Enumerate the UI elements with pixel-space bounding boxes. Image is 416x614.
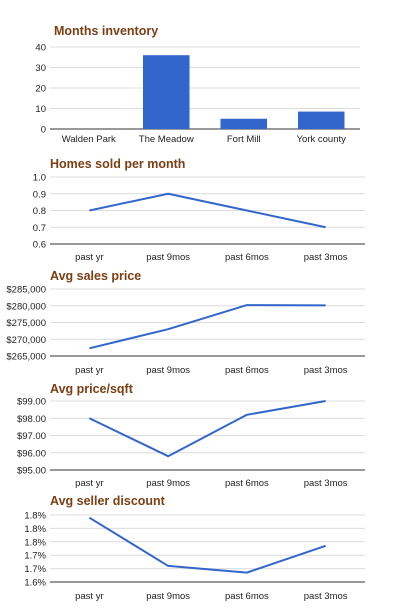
chart-title: Months inventory bbox=[54, 24, 159, 38]
y-tick-label: $96.00 bbox=[17, 448, 46, 459]
x-tick-label: past 3mos bbox=[304, 591, 348, 602]
x-tick-label: Walden Park bbox=[62, 134, 116, 145]
series-line bbox=[89, 304, 326, 350]
chart-title: Avg seller discount bbox=[50, 494, 165, 508]
y-tick-label: 10 bbox=[35, 104, 46, 115]
y-tick-label: $270,000 bbox=[6, 335, 46, 346]
x-tick-label: past 9mos bbox=[146, 252, 190, 263]
y-tick-label: 1.8% bbox=[24, 537, 46, 548]
chart-title: Homes sold per month bbox=[50, 157, 186, 171]
x-tick-label: past yr bbox=[75, 365, 104, 376]
y-tick-label: 40 bbox=[35, 43, 46, 54]
x-tick-label: past 6mos bbox=[225, 591, 269, 602]
y-tick-label: 1.7% bbox=[24, 551, 46, 562]
series-line bbox=[88, 516, 326, 574]
x-tick-label: past 3mos bbox=[304, 252, 348, 263]
y-tick-label: $285,000 bbox=[6, 285, 46, 296]
y-tick-label: $275,000 bbox=[6, 318, 46, 329]
chart-2: 0.6 0.7 0.8 0.9 1.0 past yr past 9mos past 6mos… bbox=[33, 173, 365, 263]
y-tick-label: $95.00 bbox=[17, 466, 46, 477]
y-tick-label: $280,000 bbox=[6, 301, 46, 312]
y-tick-label: 1.8% bbox=[24, 524, 46, 535]
series-line bbox=[89, 192, 326, 229]
y-tick-label: 0.6 bbox=[33, 240, 46, 251]
x-tick-label: past 9mos bbox=[146, 591, 190, 602]
bar-fort-mill bbox=[220, 118, 267, 129]
chart-4: $95.00 $96.00 $97.00 $98.00 $99.00 past yr pas… bbox=[17, 397, 365, 489]
series-line bbox=[88, 400, 326, 458]
y-tick-label: $265,000 bbox=[6, 352, 46, 363]
y-tick-label: 0.7 bbox=[33, 223, 46, 234]
x-tick-label: past 3mos bbox=[304, 365, 348, 376]
x-tick-label: past 9mos bbox=[146, 478, 190, 489]
x-tick-label: past 6mos bbox=[225, 478, 269, 489]
x-tick-label: past yr bbox=[75, 478, 104, 489]
x-tick-label: past yr bbox=[75, 591, 104, 602]
y-tick-label: 30 bbox=[35, 63, 46, 74]
x-tick-label: The Meadow bbox=[139, 134, 194, 145]
y-tick-label: 20 bbox=[35, 84, 46, 95]
y-tick-label: 0.8 bbox=[33, 206, 46, 217]
y-tick-label: 1.0 bbox=[33, 173, 46, 184]
x-tick-label: Fort Mill bbox=[227, 134, 261, 145]
x-tick-label: past 3mos bbox=[304, 478, 348, 489]
chart-5: 1.6% 1.7% 1.7% 1.8% 1.8% 1.8% past yr past 9mos… bbox=[24, 511, 365, 602]
chart-title: Avg sales price bbox=[50, 269, 142, 283]
x-tick-label: York county bbox=[297, 134, 347, 145]
y-tick-label: 1.8% bbox=[24, 511, 46, 522]
chart-3: $265,000 $270,000 $275,000 $280,000 $285,000… bbox=[6, 285, 365, 376]
bar-york-county bbox=[298, 111, 345, 129]
y-tick-label: $98.00 bbox=[17, 414, 46, 425]
y-tick-label: 0.9 bbox=[33, 189, 46, 200]
chart-1: 0 10 20 30 40 Walden Park The Meadow Fort Mill Y… bbox=[35, 43, 360, 145]
y-tick-label: 1.7% bbox=[24, 564, 46, 575]
chart-title: Avg price/sqft bbox=[50, 382, 133, 396]
x-tick-label: past 6mos bbox=[225, 365, 269, 376]
y-tick-label: $99.00 bbox=[17, 397, 46, 408]
x-tick-label: past yr bbox=[75, 252, 104, 263]
bar-the-meadow bbox=[143, 55, 190, 130]
x-tick-label: past 6mos bbox=[225, 252, 269, 263]
y-tick-label: $97.00 bbox=[17, 431, 46, 442]
x-tick-label: past 9mos bbox=[146, 365, 190, 376]
y-tick-label: 1.6% bbox=[24, 578, 46, 589]
y-tick-label: 0 bbox=[41, 125, 46, 136]
